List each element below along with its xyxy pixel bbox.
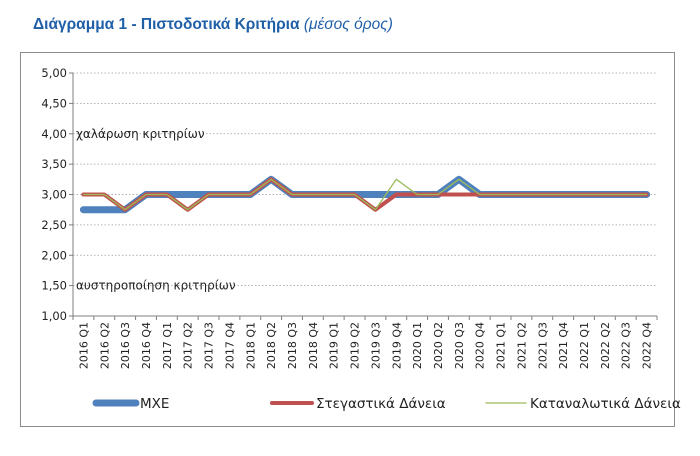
- x-tick-label: 2018 Q2: [265, 322, 278, 369]
- chart-frame: [20, 52, 675, 427]
- x-tick-label: 2021 Q4: [557, 322, 570, 369]
- x-tick-label: 2022 Q2: [599, 322, 612, 369]
- x-tick-label: 2016 Q4: [140, 322, 153, 369]
- annotation-easing: χαλάρωση κριτηρίων: [76, 127, 205, 141]
- x-tick-label: 2018 Q3: [286, 322, 299, 369]
- x-tick-label: 2019 Q2: [349, 322, 362, 369]
- y-tick-label: 2,00: [41, 248, 67, 262]
- y-tick-label: 1,00: [41, 309, 67, 323]
- x-tick-label: 2020 Q2: [432, 322, 445, 369]
- x-tick-label: 2020 Q1: [411, 322, 424, 369]
- y-tick-label: 4,00: [41, 127, 67, 141]
- x-tick-label: 2019 Q4: [390, 322, 403, 369]
- x-tick-label: 2019 Q1: [328, 322, 341, 369]
- x-tick-label: 2021 Q3: [536, 322, 549, 369]
- x-tick-label: 2022 Q4: [641, 322, 654, 369]
- legend-label: Καταναλωτικά Δάνεια: [530, 396, 681, 412]
- x-tick-label: 2016 Q3: [119, 322, 132, 369]
- x-tick-label: 2017 Q4: [223, 322, 236, 369]
- y-tick-label: 3,50: [41, 157, 67, 171]
- x-tick-label: 2022 Q1: [578, 322, 591, 369]
- x-tick-label: 2021 Q2: [515, 322, 528, 369]
- legend-label: ΜΧΕ: [140, 396, 169, 412]
- chart-title-sub: (μέσος όρος): [303, 16, 393, 33]
- x-tick-label: 2022 Q3: [620, 322, 633, 369]
- x-tick-label: 2018 Q1: [244, 322, 257, 369]
- annotation-tightening: αυστηροποίηση κριτηρίων: [76, 279, 236, 293]
- x-tick-label: 2017 Q2: [182, 322, 195, 369]
- y-tick-label: 2,50: [41, 218, 67, 232]
- x-tick-label: 2020 Q3: [453, 322, 466, 369]
- y-tick-label: 4,50: [41, 96, 67, 110]
- chart-title: Διάγραμμα 1 - Πιστοδοτικά Κριτήρια (μέσο…: [33, 16, 393, 34]
- x-tick-label: 2017 Q3: [203, 322, 216, 369]
- x-tick-label: 2016 Q1: [77, 322, 90, 369]
- x-tick-label: 2016 Q2: [98, 322, 111, 369]
- legend-label: Στεγαστικά Δάνεια: [316, 396, 446, 412]
- x-tick-label: 2020 Q4: [474, 322, 487, 369]
- x-tick-label: 2021 Q1: [495, 322, 508, 369]
- y-tick-label: 3,00: [41, 188, 67, 202]
- x-tick-label: 2017 Q1: [161, 322, 174, 369]
- x-tick-label: 2018 Q4: [307, 322, 320, 369]
- y-tick-label: 5,00: [41, 66, 67, 80]
- chart-title-main: Διάγραμμα 1 - Πιστοδοτικά Κριτήρια: [33, 16, 300, 33]
- series-line: [82, 178, 648, 211]
- y-tick-label: 1,50: [41, 279, 67, 293]
- x-tick-label: 2019 Q3: [369, 322, 382, 369]
